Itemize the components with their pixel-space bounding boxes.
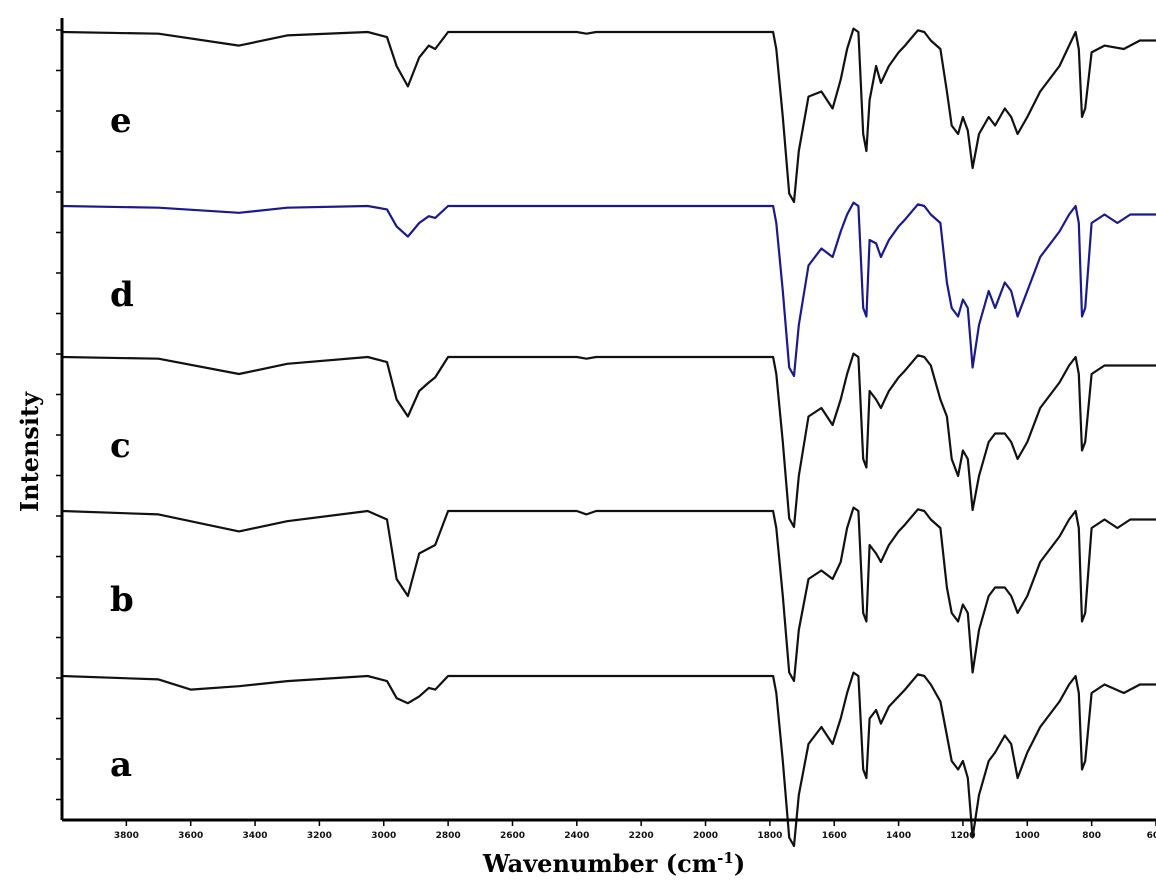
x-axis-title-main: Wavenumber (cm [482,849,717,878]
spectra-traces [61,27,1156,848]
x-axis-title-tail: ) [734,849,745,878]
x-tick-label-2800: 2800 [436,831,461,841]
x-tick-label-2400: 2400 [564,831,589,841]
x-tick-label-3800: 3800 [114,831,139,841]
trace-a [61,671,1156,848]
x-tick-label-3400: 3400 [243,831,268,841]
trace-b [61,506,1156,683]
trace-label-c: c [110,426,131,466]
x-tick-label-1400: 1400 [886,831,911,841]
trace-label-e: e [110,101,132,141]
x-tick-label-3200: 3200 [307,831,332,841]
x-tick-label-2600: 2600 [500,831,525,841]
x-tick-label-3600: 3600 [178,831,203,841]
x-tick-label-1000: 1000 [1015,831,1040,841]
trace-d [61,201,1156,378]
trace-e [61,27,1156,204]
trace-label-b: b [110,580,134,620]
y-axis-title: Intensity [15,391,44,512]
x-tick-label-600: 600 [1147,831,1156,841]
trace-labels: e d c b a [110,101,134,785]
x-tick-label-1800: 1800 [757,831,782,841]
x-tick-label-3000: 3000 [371,831,396,841]
trace-label-a: a [110,745,132,785]
x-tick-label-800: 800 [1082,831,1101,841]
x-tick-label-2200: 2200 [629,831,654,841]
x-tick-label-1200: 1200 [950,831,975,841]
x-axis-ticks: 3800 3600 3400 3200 3000 2800 2600 2400 2200 2000… [114,820,1156,841]
trace-c [61,352,1156,529]
trace-label-d: d [110,275,134,315]
x-axis-title: Wavenumber (cm-1) [482,849,745,878]
x-axis-title-sup: -1 [717,849,734,867]
x-tick-label-2000: 2000 [693,831,718,841]
x-tick-label-1600: 1600 [822,831,847,841]
